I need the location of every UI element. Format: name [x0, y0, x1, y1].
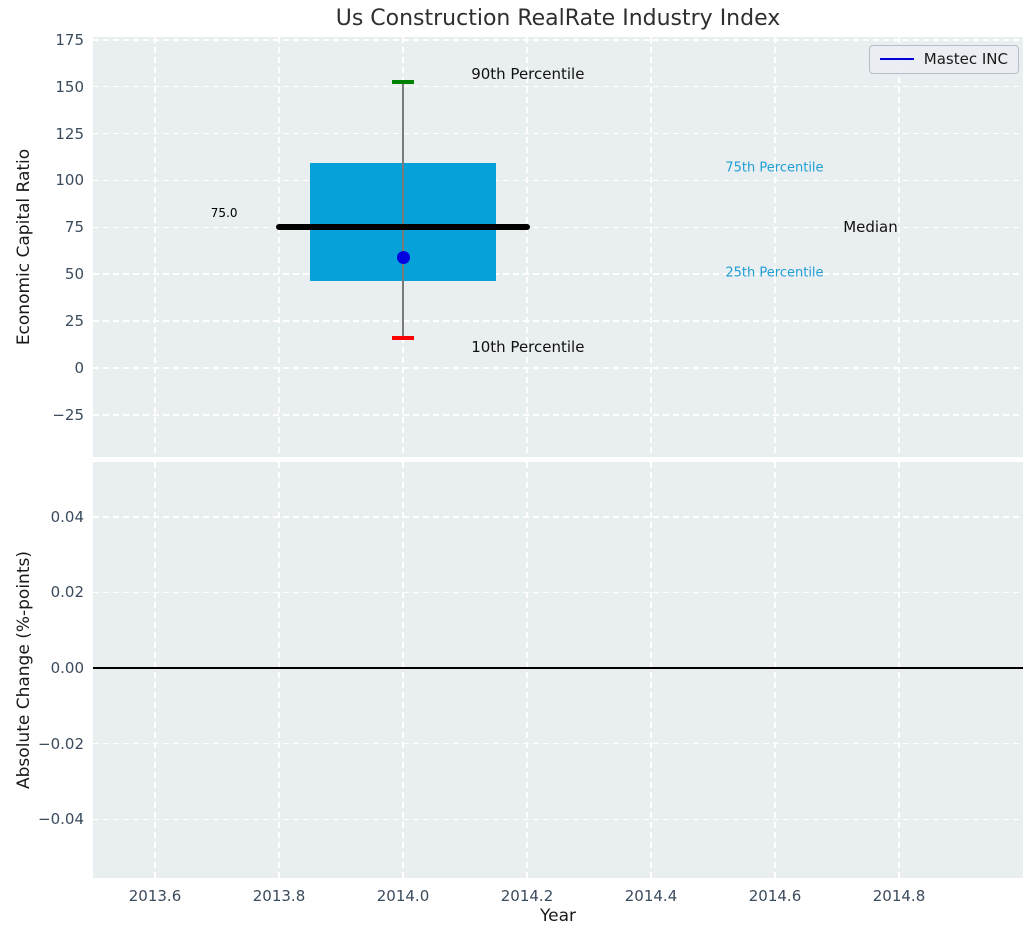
gridline-horizontal	[93, 591, 1023, 594]
gridline-horizontal	[93, 39, 1023, 41]
gridline-vertical	[154, 37, 156, 457]
gridline-vertical	[402, 462, 404, 878]
gridline-vertical	[898, 37, 900, 457]
gridline-vertical	[278, 37, 280, 457]
x-tick-label: 2014.6	[748, 887, 802, 905]
annotation-75-0: 75.0	[210, 206, 238, 221]
y-tick-label: 0.00	[50, 659, 84, 678]
y-tick-label: 100	[55, 171, 84, 190]
y-tick-label: −0.02	[38, 734, 84, 753]
y-axis-label-top: Economic Capital Ratio	[14, 148, 34, 346]
gridline-horizontal	[93, 273, 1023, 275]
gridline-horizontal	[93, 367, 1023, 369]
gridline-vertical	[526, 37, 528, 457]
gridline-vertical	[650, 37, 652, 457]
chart-title: Us Construction RealRate Industry Index	[335, 6, 781, 31]
annotation-25th-percentile: 25th Percentile	[725, 265, 824, 281]
gridline-vertical	[278, 462, 280, 878]
y-tick-label: 125	[55, 124, 84, 143]
gridline-horizontal	[93, 516, 1023, 518]
x-tick-label: 2013.6	[128, 887, 182, 905]
gridline-vertical	[650, 462, 652, 878]
gridline-horizontal	[93, 179, 1023, 182]
legend-label: Mastec INC	[923, 50, 1008, 68]
gridline-vertical	[154, 462, 156, 878]
y-tick-label: −25	[52, 405, 84, 424]
median-line	[275, 224, 531, 231]
x-axis-label: Year	[540, 906, 576, 926]
whisker-line	[402, 82, 404, 338]
annotation-10th-percentile: 10th Percentile	[471, 338, 585, 357]
annotation-90th-percentile: 90th Percentile	[471, 64, 585, 83]
whisker-cap-90th-percentile	[392, 80, 414, 84]
x-tick-label: 2014.8	[872, 887, 926, 905]
y-tick-label: 0	[74, 358, 84, 377]
gridline-vertical	[526, 462, 528, 878]
gridline-horizontal	[93, 818, 1023, 821]
company-point	[396, 250, 410, 264]
legend: Mastec INC	[868, 45, 1019, 74]
gridline-horizontal	[93, 132, 1023, 135]
zero-line	[93, 667, 1023, 670]
y-tick-label: 150	[55, 77, 84, 96]
annotation-75th-percentile: 75th Percentile	[725, 160, 824, 176]
y-tick-label: 75	[64, 218, 84, 237]
gridline-horizontal	[93, 320, 1023, 322]
whisker-cap-10th-percentile	[392, 336, 414, 340]
gridline-horizontal	[93, 85, 1023, 88]
y-tick-label: 175	[55, 30, 84, 49]
gridline-vertical	[774, 37, 776, 457]
y-tick-label: 25	[64, 312, 84, 331]
annotation-median: Median	[843, 218, 898, 237]
axes-bottom: 2013.6 2013.8 2014.0 2014.2 2014.4 2014.6 2014…	[38, 462, 1023, 905]
y-tick-label: −0.04	[38, 810, 84, 829]
gridline-horizontal	[93, 742, 1023, 745]
x-tick-label: 2014.4	[624, 887, 678, 905]
legend-line-icon	[879, 58, 914, 60]
gridline-horizontal	[93, 226, 1023, 229]
x-tick-label: 2013.8	[252, 887, 306, 905]
y-tick-label: 0.02	[50, 583, 84, 602]
gridline-vertical	[774, 462, 776, 878]
x-tick-label: 2014.2	[500, 887, 554, 905]
y-tick-label: 50	[64, 265, 84, 284]
y-axis-label-bottom: Absolute Change (%-points)	[14, 551, 34, 789]
gridline-vertical	[898, 462, 900, 878]
x-tick-label: 2014.0	[376, 887, 430, 905]
gridline-horizontal	[93, 414, 1023, 416]
axes-top: Mastec INC 175 150 125 100 75 50 25 0 −25 90th Pe…	[52, 31, 1023, 457]
y-tick-label: 0.04	[50, 507, 84, 526]
